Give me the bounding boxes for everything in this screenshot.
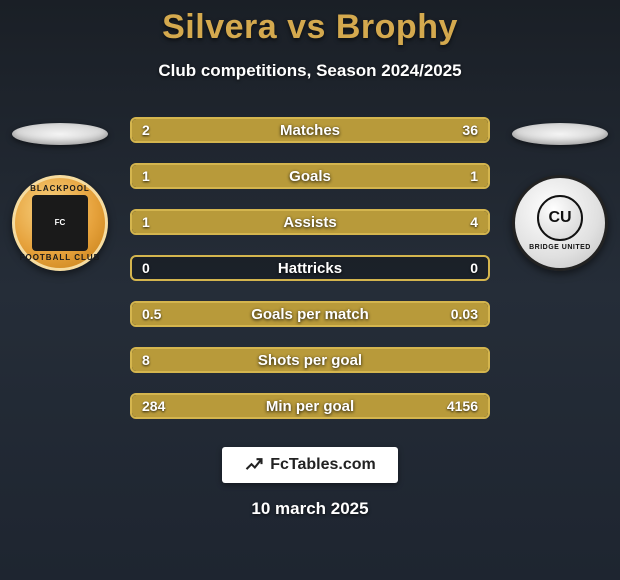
stat-label: Goals per match <box>132 306 488 323</box>
comparison-card: Silvera vs Brophy Club competitions, Sea… <box>0 0 620 580</box>
stat-row: 236Matches <box>130 117 490 143</box>
player-left-column: BLACKPOOL FC FOOTBALL CLUB <box>0 117 120 271</box>
club-crest-left: BLACKPOOL FC FOOTBALL CLUB <box>12 175 108 271</box>
brand-badge[interactable]: FcTables.com <box>222 447 398 483</box>
stat-label: Min per goal <box>132 398 488 415</box>
stat-row: 11Goals <box>130 163 490 189</box>
chart-icon <box>244 455 264 475</box>
subtitle: Club competitions, Season 2024/2025 <box>158 61 461 81</box>
brand-text: FcTables.com <box>270 456 376 474</box>
player-right-column: BRIDGE UNITED <box>500 117 620 271</box>
stat-row: 00Hattricks <box>130 255 490 281</box>
club-crest-right: BRIDGE UNITED <box>512 175 608 271</box>
footer: FcTables.com 10 march 2025 <box>222 447 398 519</box>
stat-row: 0.50.03Goals per match <box>130 301 490 327</box>
crest-left-top-text: BLACKPOOL <box>30 184 90 193</box>
crest-right-ball-icon <box>537 195 583 241</box>
crest-right-bottom-text: BRIDGE UNITED <box>529 244 591 251</box>
stat-label: Assists <box>132 214 488 231</box>
stat-row: 2844156Min per goal <box>130 393 490 419</box>
player-oval-left <box>12 123 108 145</box>
main-content: BLACKPOOL FC FOOTBALL CLUB 236Matches 11G… <box>0 117 620 419</box>
player-oval-right <box>512 123 608 145</box>
date-label: 10 march 2025 <box>251 499 368 519</box>
page-title: Silvera vs Brophy <box>162 8 458 47</box>
stat-label: Matches <box>132 122 488 139</box>
stat-label: Shots per goal <box>132 352 488 369</box>
stat-bars: 236Matches 11Goals 14Assists 00Hattricks 0.5… <box>120 117 500 419</box>
stat-row: 8Shots per goal <box>130 347 490 373</box>
stat-label: Goals <box>132 168 488 185</box>
crest-left-bottom-text: FOOTBALL CLUB <box>20 253 101 262</box>
stat-row: 14Assists <box>130 209 490 235</box>
stat-label: Hattricks <box>132 260 488 277</box>
crest-left-inner: FC <box>32 195 88 251</box>
